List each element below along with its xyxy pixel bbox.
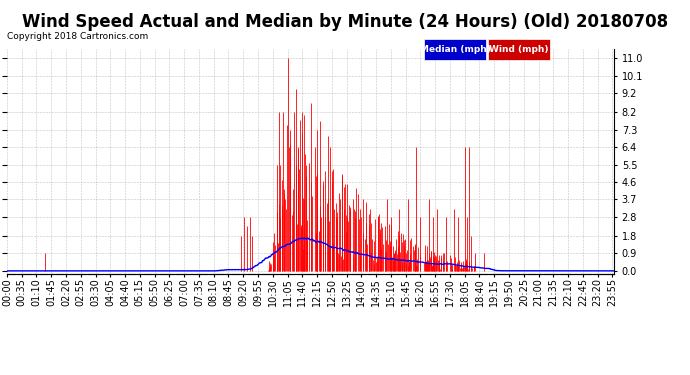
Text: Copyright 2018 Cartronics.com: Copyright 2018 Cartronics.com xyxy=(7,32,148,41)
Text: Median (mph): Median (mph) xyxy=(420,45,491,54)
Text: Wind Speed Actual and Median by Minute (24 Hours) (Old) 20180708: Wind Speed Actual and Median by Minute (… xyxy=(22,13,668,31)
Text: Wind (mph): Wind (mph) xyxy=(489,45,549,54)
